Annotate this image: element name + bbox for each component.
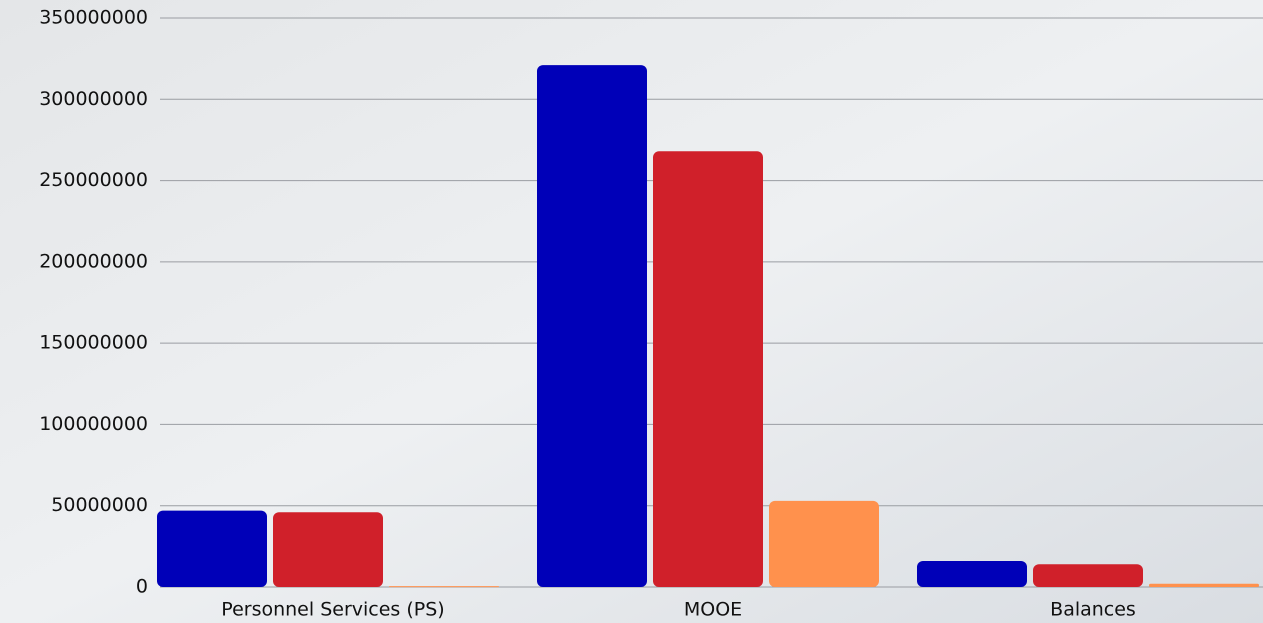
y-tick-label: 350000000: [39, 7, 148, 29]
bar: [1149, 583, 1259, 587]
y-tick-label: 250000000: [39, 169, 148, 191]
x-tick-label: Balances: [1050, 599, 1136, 621]
y-tick-label: 300000000: [39, 88, 148, 110]
bar: [769, 500, 879, 587]
x-tick-label: MOOE: [684, 599, 742, 621]
bar: [157, 510, 267, 587]
bar: [1033, 564, 1143, 587]
bar: [537, 65, 647, 588]
y-tick-label: 150000000: [39, 332, 148, 354]
y-tick-label: 0: [136, 576, 148, 598]
x-tick-label: Personnel Services (PS): [221, 599, 444, 621]
bar: [653, 151, 763, 587]
bar: [273, 512, 383, 587]
y-tick-label: 200000000: [39, 250, 148, 272]
bar: [389, 586, 499, 588]
y-tick-label: 100000000: [39, 413, 148, 435]
y-tick-label: 50000000: [51, 494, 148, 516]
bar: [917, 560, 1027, 587]
